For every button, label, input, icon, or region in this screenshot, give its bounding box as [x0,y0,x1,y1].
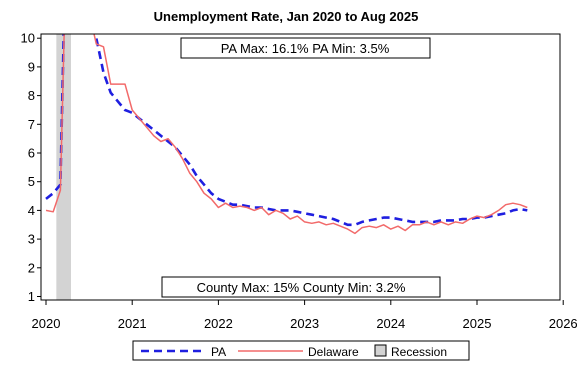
y-tick-label: 2 [28,260,35,275]
pa-annotation-box: PA Max: 16.1% PA Min: 3.5% [180,37,431,59]
x-tick-label: 2025 [463,316,492,331]
y-tick-label: 5 [28,174,35,189]
y-tick-label: 4 [28,203,35,218]
legend-label-delaware: Delaware [308,345,359,359]
county-annotation-box: County Max: 15% County Min: 3.2% [161,276,441,298]
x-tick-label: 2024 [376,316,405,331]
y-tick-label: 1 [28,289,35,304]
y-tick-label: 10 [21,31,35,46]
legend-label-recession: Recession [391,345,447,359]
x-tick-label: 2023 [290,316,319,331]
legend-label-pa: PA [211,345,226,359]
y-tick-label: 7 [28,117,35,132]
county-annotation-text: County Max: 15% County Min: 3.2% [197,280,406,295]
pa-annotation-text: PA Max: 16.1% PA Min: 3.5% [221,41,390,56]
y-tick-label: 3 [28,232,35,247]
chart-title: Unemployment Rate, Jan 2020 to Aug 2025 [154,9,419,24]
plot-frame [40,33,561,301]
y-tick-label: 6 [28,146,35,161]
legend: PA Delaware Recession [132,340,470,361]
x-tick-label: 2026 [549,316,577,331]
axis-layer: 1 2 3 4 5 6 7 8 9 10 2020 2021 2022 2023 2024 2025 2026 [21,31,577,331]
series-line-delaware [45,34,528,235]
series-line-pa [45,34,528,227]
x-tick-label: 2020 [32,316,61,331]
recession-band [56,34,71,300]
x-tick-label: 2022 [204,316,233,331]
x-tick-label: 2021 [118,316,147,331]
legend-swatch-recession [374,344,387,357]
series-layer [45,34,528,235]
recession-layer [56,34,71,300]
y-tick-label: 8 [28,88,35,103]
y-tick-label: 9 [28,59,35,74]
